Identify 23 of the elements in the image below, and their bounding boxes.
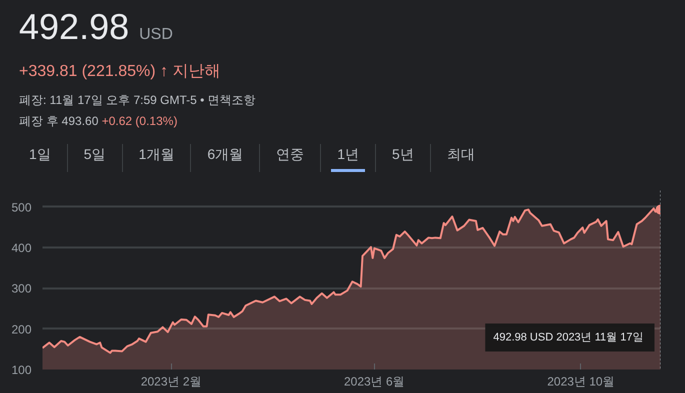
text: 6개월 [206,145,244,164]
y-tick-label: 100 [11,363,32,377]
text: 최대 [446,145,476,164]
annotation: 492.98 USD 2023년 11월 17일 [493,332,644,344]
y-tick-label: 400 [11,240,32,255]
x-tick-label: 2023년 10월 [547,374,615,388]
x-tick-label: 2023년 6월 [344,374,405,388]
chart-title: 492.98 [19,6,130,47]
text: +0.62 (0.13%) [102,114,178,128]
y-tick-label: 500 [11,200,32,214]
text: 1개월 [138,145,176,164]
y-tick-label: 300 [11,282,32,296]
y-tick-label: 200 [11,322,32,336]
text: 폐장 후 493.60 [19,114,98,128]
chart-subtitle: USD [139,26,173,43]
x-tick-label: 2023년 2월 [140,374,202,388]
text: 5년 [390,145,415,164]
text: 연중 [275,145,306,164]
text: 5일 [82,145,107,164]
text: +339.81 (221.85%) ↑ 지난해 [19,62,222,82]
text: 1년 [331,144,365,172]
text: 1일 [28,145,52,164]
text: 폐장: 11월 17일 오후 7:59 GMT-5 • 면책조항 [19,92,257,109]
